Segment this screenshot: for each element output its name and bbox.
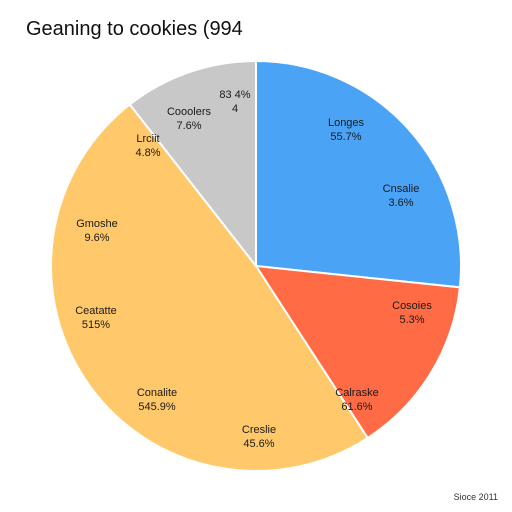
slice-label-value: 45.6% [243, 438, 274, 450]
slice-label-name: 83 4% [219, 89, 250, 101]
slice-label-name: Calraske [335, 387, 378, 399]
slice-label-name: Lrciit [136, 133, 159, 145]
slice-label-name: Longes [328, 117, 365, 129]
slice-label-value: 545.9% [138, 401, 176, 413]
slice-label-value: 55.7% [330, 131, 361, 143]
chart-title: Geaning to cookies (994 [26, 18, 243, 40]
slice-label-name: Gmoshe [76, 218, 118, 230]
slice-label-name: Conalite [137, 387, 177, 399]
pie-slice-cosoies [254, 264, 461, 440]
slice-label-value: 4 [232, 103, 238, 115]
source-note: Sioce 2011 [453, 492, 498, 502]
slice-label-name: Cosoies [392, 300, 432, 312]
slice-label-value: 61.6% [341, 401, 372, 413]
slice-label-name: Cnsalie [383, 183, 420, 195]
pie-slices [50, 59, 462, 472]
slice-label-value: 4.8% [135, 147, 160, 159]
slice-label-value: 515% [82, 319, 110, 331]
slice-label-value: 7.6% [176, 120, 201, 132]
pie-slice-creslie [50, 103, 370, 472]
pie-slice-cooolers [128, 59, 257, 269]
slice-label-name: Ceatatte [75, 305, 117, 317]
pie-labels: Longes 55.7% Cnsalie 3.6% Cosoies 5.3% Calrask… [75, 89, 432, 450]
slice-label-value: 9.6% [84, 232, 109, 244]
slice-label-name: Cooolers [167, 106, 212, 118]
slice-label-value: 5.3% [399, 314, 424, 326]
pie-slice-longes [255, 59, 462, 289]
slice-label-value: 3.6% [388, 197, 413, 209]
slice-label-name: Creslie [242, 424, 276, 436]
